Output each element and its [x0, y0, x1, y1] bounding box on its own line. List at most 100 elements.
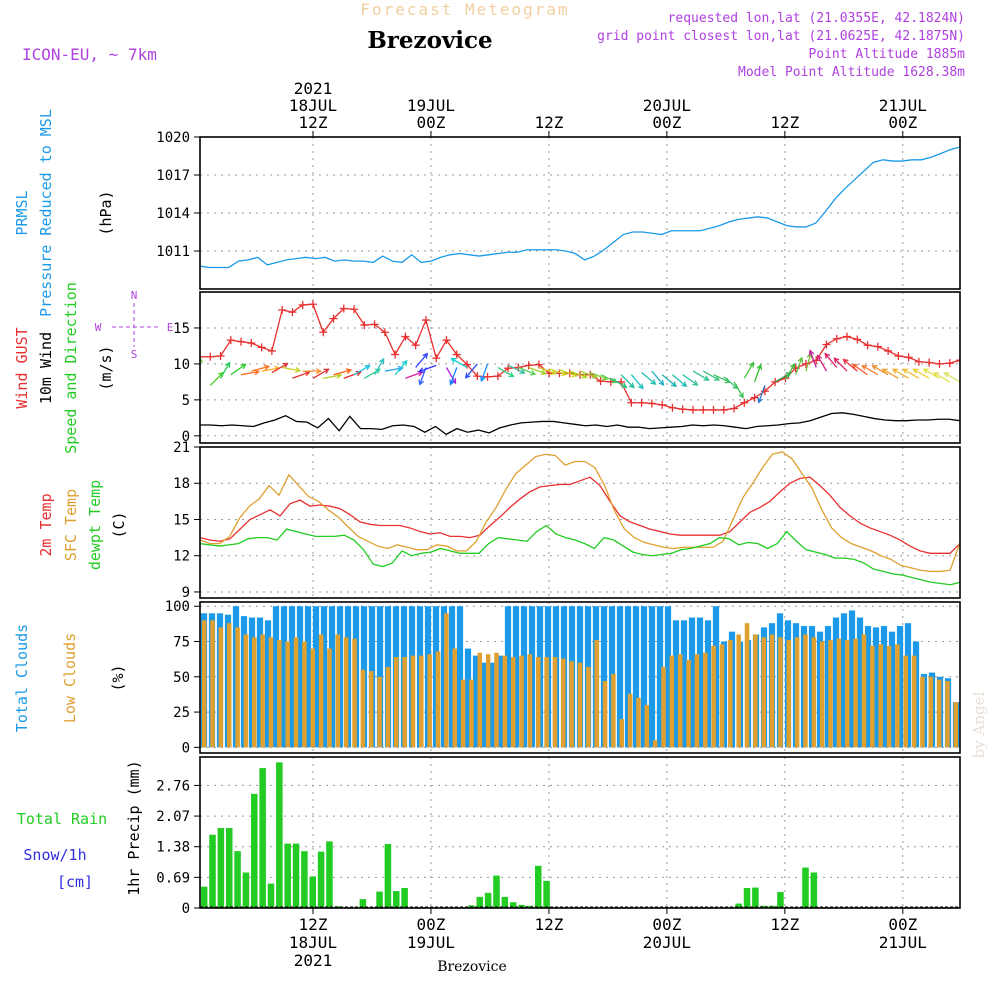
wind-arrow: [641, 372, 657, 385]
clouds-bar: [744, 623, 750, 748]
wind-arrow: [480, 363, 489, 383]
panel-wind: 0 5 10 15 Wind GUST 10m Wind Speed and Directi…: [13, 282, 961, 454]
clouds-bar: [312, 606, 320, 748]
gust-marker: [473, 372, 482, 381]
clouds-label-1: Low Clouds: [61, 633, 79, 723]
gust-marker: [298, 300, 307, 309]
clouds-bar: [569, 661, 574, 748]
wind-arrow: [271, 362, 289, 374]
temperature-label-2: dewpt Temp: [86, 480, 104, 570]
wind-arrow: [449, 367, 458, 386]
wind-ytick-label: 15: [173, 321, 190, 337]
clouds-bar: [268, 637, 274, 748]
time-label-bottom: 20JUL: [643, 933, 691, 952]
precip-label-3: 1hr Precip (mm): [125, 760, 143, 895]
footer-location: Brezovice: [437, 959, 507, 975]
wind-arrow: [682, 374, 699, 386]
clouds-bar: [360, 669, 366, 748]
gust-marker: [627, 398, 636, 407]
time-label-bottom: 00Z: [417, 915, 446, 934]
wind-series: [200, 300, 960, 436]
precip-ytick-label: 0: [182, 901, 190, 917]
clouds-bar: [688, 617, 696, 748]
precip-bar: [393, 891, 400, 908]
precip-label-1: Snow/1h: [23, 846, 86, 864]
wind-arrow: [808, 349, 817, 368]
temperature-label-3: (C): [110, 511, 128, 538]
precip-bar: [760, 905, 767, 908]
precip-bar: [543, 880, 550, 908]
gust-marker: [288, 308, 297, 317]
clouds-bar: [632, 606, 640, 748]
gust-marker: [319, 328, 328, 337]
clouds-bar: [460, 679, 466, 748]
clouds-bar: [719, 644, 725, 748]
clouds-bar: [277, 640, 282, 748]
clouds-bar: [285, 641, 290, 748]
wind-label-2: Speed and Direction: [62, 282, 80, 454]
clouds-ytick-label: 0: [182, 740, 190, 756]
clouds-bar: [903, 655, 908, 748]
precip-bar: [242, 872, 250, 908]
precip-series: [200, 762, 960, 908]
gust-marker: [832, 334, 841, 343]
gust-marker: [658, 400, 667, 409]
clouds-bar: [320, 606, 328, 748]
gust-marker: [740, 398, 749, 407]
clouds-bar: [886, 645, 892, 748]
wind-arrow: [733, 381, 744, 399]
clouds-bar: [318, 634, 324, 748]
clouds-bar: [844, 640, 850, 748]
wind-arrow: [200, 356, 203, 377]
pressure-ytick-label: 1014: [156, 206, 190, 222]
clouds-bar: [652, 740, 658, 748]
gust-marker: [247, 339, 256, 348]
clouds-bar: [661, 666, 666, 748]
wind-arrow: [861, 365, 879, 376]
precip-bar: [526, 905, 534, 908]
clouds-bar: [911, 655, 917, 748]
clouds-bar: [704, 620, 712, 748]
gust-marker: [432, 354, 441, 363]
location-title: Brezovice: [367, 27, 492, 54]
clouds-bar: [648, 606, 656, 748]
gust-marker: [350, 305, 359, 314]
clouds-bar: [640, 606, 648, 748]
clouds-bar: [512, 606, 520, 748]
time-label-bottom: 00Z: [888, 915, 917, 934]
gust-marker: [380, 328, 389, 337]
wind-arrow: [464, 363, 478, 379]
wind-arrow: [795, 356, 804, 375]
wind-label-3: (m/s): [97, 345, 115, 390]
clouds-bar: [669, 655, 675, 748]
wind-label-0: Wind GUST: [13, 327, 31, 408]
temperature-ytick-label: 18: [173, 476, 190, 492]
clouds-bar: [832, 617, 840, 748]
clouds-ytick-label: 50: [173, 670, 190, 686]
clouds-bar: [402, 657, 407, 748]
wind-arrow: [816, 354, 828, 372]
clouds-bar: [686, 659, 691, 748]
clouds-bar: [385, 666, 391, 748]
clouds-bar: [853, 638, 858, 748]
wind-line-10m-wind: [200, 412, 960, 436]
clouds-bar: [496, 655, 504, 748]
gust-marker: [401, 332, 410, 341]
time-label-top: 2021: [294, 79, 333, 98]
precip-bar: [209, 834, 216, 908]
gust-marker: [637, 398, 646, 407]
clouds-bar: [260, 634, 265, 748]
model-name: ICON-EU, ~ 7km: [22, 45, 157, 64]
temperature-series: [200, 451, 960, 586]
time-label-top: 18JUL: [289, 96, 337, 115]
wind-arrow: [497, 366, 515, 378]
wind-arrow: [943, 372, 960, 383]
clouds-bar: [848, 610, 856, 748]
wind-arrow: [702, 370, 721, 381]
clouds-bar: [786, 640, 792, 748]
clouds-bar: [296, 606, 304, 748]
wind-arrow: [219, 361, 231, 379]
